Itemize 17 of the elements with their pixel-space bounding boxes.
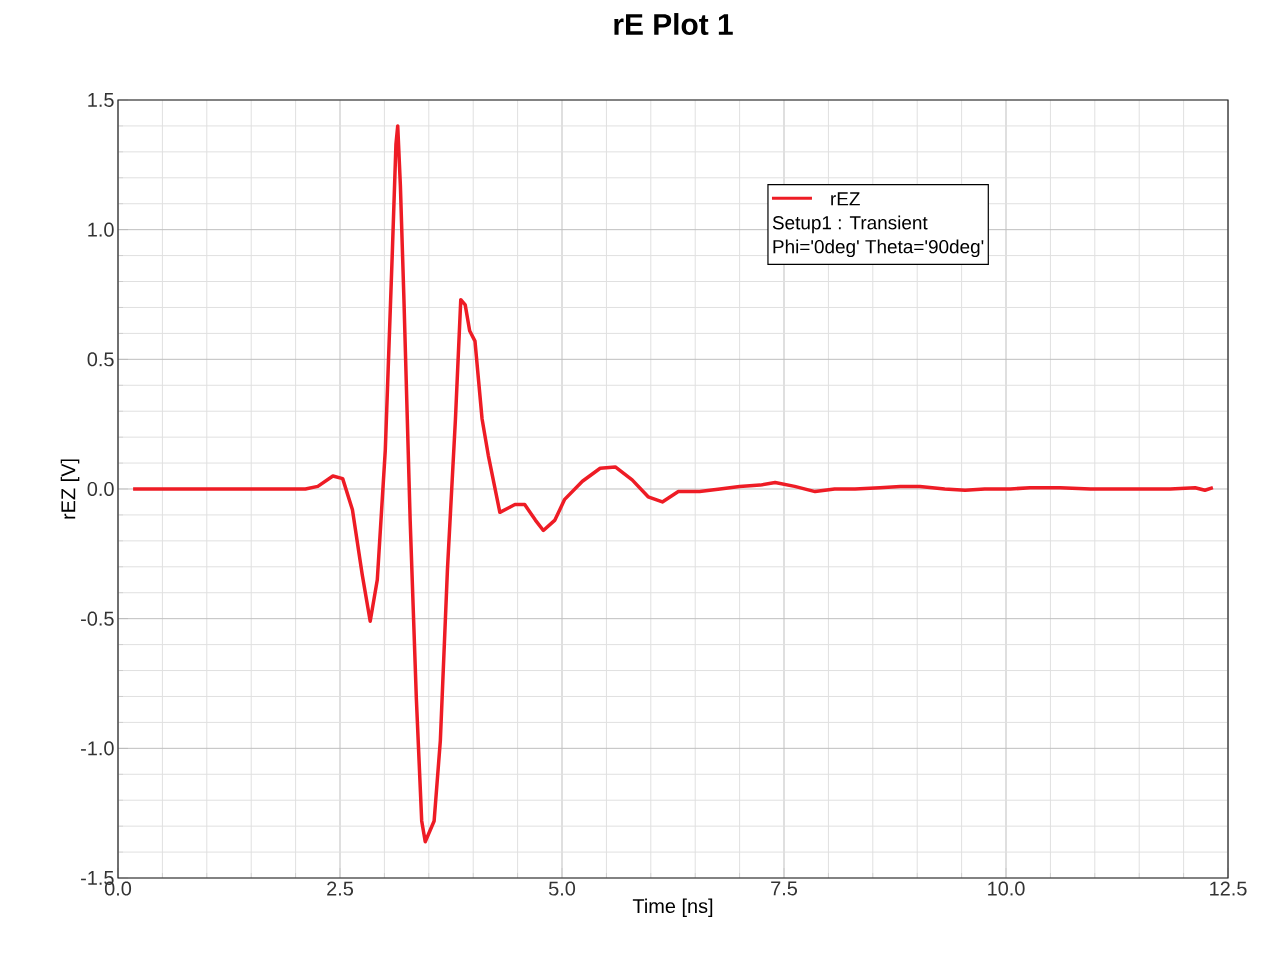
y-tick-label: 0.0 xyxy=(87,481,114,497)
annotation: Setup1 : Transient xyxy=(772,215,928,234)
y-tick-label: 1.5 xyxy=(88,93,114,107)
y-tick-label: -0.5 xyxy=(81,611,114,626)
y-tick-label: 0.5 xyxy=(87,352,114,367)
x-axis-title: Time [ns] xyxy=(632,898,713,918)
x-tick-label: 10.0 xyxy=(988,881,1025,896)
chart-title: rE Plot 1 xyxy=(614,13,733,35)
x-tick-label: 7.5 xyxy=(771,881,798,896)
x-tick-label: 2.5 xyxy=(327,881,354,896)
y-tick-label: -1.0 xyxy=(81,741,114,756)
x-tick-label: 12.5 xyxy=(1210,881,1247,896)
y-axis-title: rEZ [V] xyxy=(60,459,80,519)
legend-label: rEZ xyxy=(831,192,860,206)
y-tick-label: 1.0 xyxy=(88,222,114,237)
annotation: Phi='0deg' Theta='90deg' xyxy=(773,239,984,258)
x-tick-label: 5.0 xyxy=(548,881,576,896)
